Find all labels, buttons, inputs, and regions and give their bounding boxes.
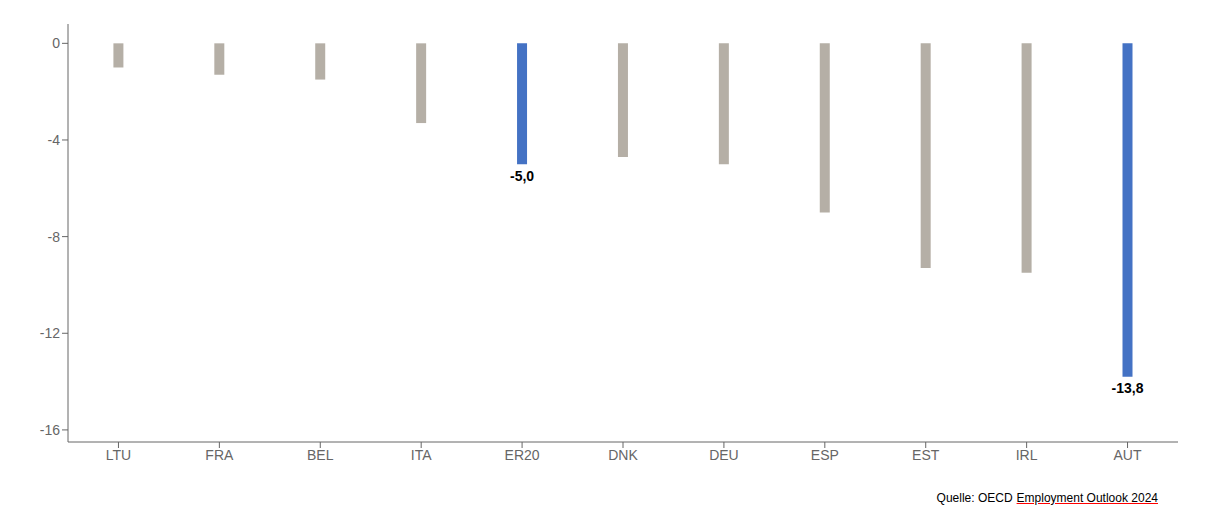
svg-text:0: 0 <box>52 35 60 51</box>
svg-text:-5,0: -5,0 <box>510 168 534 184</box>
svg-text:IRL: IRL <box>1016 447 1038 463</box>
svg-text:-8: -8 <box>48 229 61 245</box>
svg-text:ITA: ITA <box>411 447 432 463</box>
svg-text:BEL: BEL <box>307 447 334 463</box>
svg-text:AUT: AUT <box>1114 447 1142 463</box>
svg-text:-12: -12 <box>40 325 60 341</box>
svg-text:LTU: LTU <box>106 447 131 463</box>
svg-text:ER20: ER20 <box>505 447 540 463</box>
svg-text:DEU: DEU <box>709 447 739 463</box>
html-text:Quelle: OECD Employment Outloo: Quelle: OECD Employment Outlook 2024 <box>936 491 1158 505</box>
svg-text:ESP: ESP <box>811 447 839 463</box>
svg-text:-13,8: -13,8 <box>1112 380 1144 396</box>
svg-text:-4: -4 <box>48 132 61 148</box>
svg-text:FRA: FRA <box>205 447 234 463</box>
svg-text:EST: EST <box>912 447 940 463</box>
svg-text:DNK: DNK <box>608 447 638 463</box>
svg-text:-16: -16 <box>40 422 60 438</box>
